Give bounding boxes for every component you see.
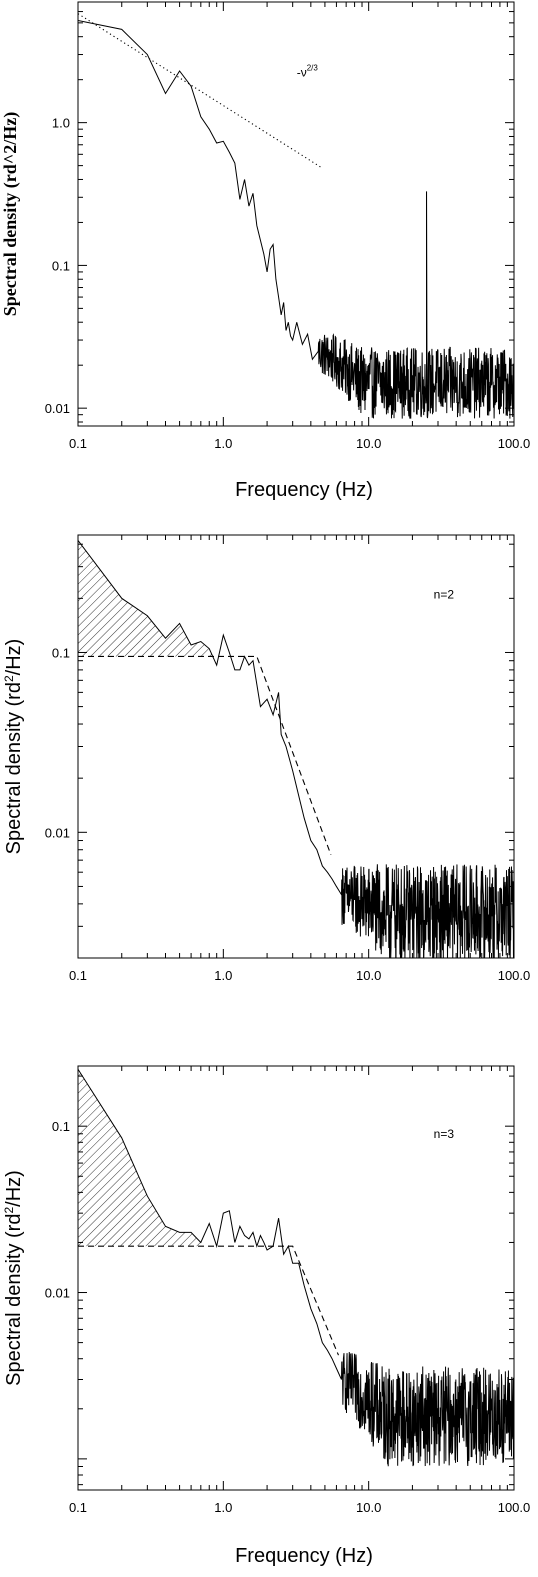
- x-tick-label: 1.0: [214, 1500, 232, 1515]
- x-tick-label: 1.0: [214, 436, 232, 451]
- series-line-2-dashed: [78, 1245, 339, 1356]
- hatched-area: [78, 1069, 201, 1247]
- x-tick-label: 0.1: [69, 968, 87, 983]
- y-axis-label-main: Spectral density (rd: [3, 1214, 25, 1386]
- x-tick-label: 100.0: [498, 1500, 531, 1515]
- x-tick-label: 10.0: [356, 968, 381, 983]
- plot-frame: [77, 1, 515, 427]
- y-axis-label-tail: /Hz): [3, 1170, 25, 1207]
- y-tick-label: 0.01: [45, 1286, 70, 1301]
- y-axis-label: Spectral density (rd2/Hz): [2, 639, 25, 855]
- annotation-sup: 2/3: [307, 64, 319, 73]
- annotation-text: n=2: [434, 587, 455, 601]
- series-line-1-solid: [78, 1068, 514, 1467]
- y-tick-label: 1.0: [52, 116, 70, 131]
- x-tick-label: 0.1: [69, 1500, 87, 1515]
- series-line-2-dashed: [78, 655, 332, 855]
- hatched-area: [78, 540, 214, 657]
- annotation-text: n=3: [434, 1127, 455, 1141]
- series-line-1-solid: [78, 540, 514, 958]
- y-axis-label: Spectral density (rd2/Hz): [2, 1170, 25, 1386]
- chart-panel-3: 0.1 1.0 10.0 100.0 0.01 0.1 Frequency (Hz) Spec…: [2, 1065, 531, 1567]
- y-tick-label: 0.1: [52, 1119, 70, 1134]
- y-tick-label: 0.1: [52, 645, 70, 660]
- x-tick-label: 10.0: [356, 1500, 381, 1515]
- chart-panel-1: 0.1 1.0 10.0 100.0 0.01 0.1 1.0 Frequency (Hz) S…: [0, 1, 531, 501]
- y-tick-label: 0.1: [52, 258, 70, 273]
- series-line-2-dotted: [78, 13, 323, 169]
- x-tick-label: 1.0: [214, 968, 232, 983]
- chart-panel-2: 0.1 1.0 10.0 100.0 0.01 0.1 Spectral density (…: [2, 534, 531, 983]
- y-axis-label-sup: 2: [2, 1207, 16, 1214]
- plot-frame: [77, 1065, 515, 1491]
- x-axis-label: Frequency (Hz): [235, 1545, 373, 1567]
- x-tick-label: 100.0: [498, 436, 531, 451]
- y-tick-label: 0.01: [45, 825, 70, 840]
- y-axis-label-tail: /Hz): [3, 639, 25, 676]
- annotation-text: -ν2/3: [297, 64, 319, 80]
- y-axis-label: Spectral density (rd^2/Hz): [0, 112, 21, 316]
- y-axis-label-sup: 2: [2, 675, 16, 682]
- series-line-1-solid: [78, 19, 514, 419]
- x-axis-label: Frequency (Hz): [235, 479, 373, 501]
- x-tick-label: 100.0: [498, 968, 531, 983]
- y-tick-label: 0.01: [45, 401, 70, 416]
- y-axis-label-main: Spectral density (rd^2/Hz): [0, 112, 21, 316]
- x-tick-label: 10.0: [356, 436, 381, 451]
- y-axis-label-main: Spectral density (rd: [3, 682, 25, 854]
- x-tick-label: 0.1: [69, 436, 87, 451]
